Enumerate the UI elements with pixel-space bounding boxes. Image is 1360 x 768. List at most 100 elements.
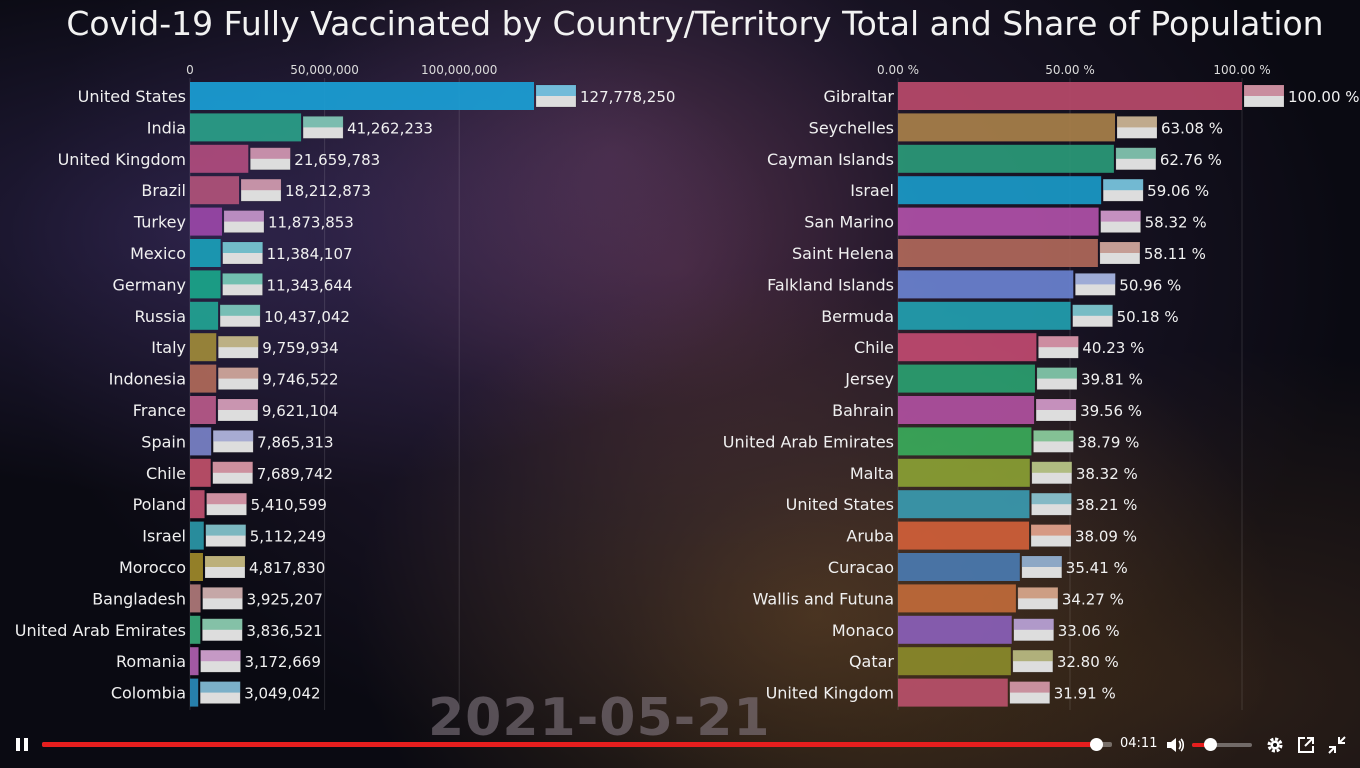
share-value-label: 62.76 % [1160, 151, 1222, 169]
share-value-label: 35.41 % [1066, 559, 1128, 577]
time-display: 04:11 [1120, 736, 1158, 751]
share-category-label: United Kingdom [766, 684, 894, 703]
total-category-label: Colombia [111, 684, 186, 703]
total-value-label: 9,621,104 [262, 402, 338, 420]
total-bar [190, 396, 216, 424]
share-bar [898, 239, 1098, 267]
progress-bar[interactable] [42, 738, 1112, 751]
volume-handle[interactable] [1204, 738, 1217, 751]
share-value-label: 38.09 % [1075, 528, 1137, 546]
pause-button[interactable] [14, 736, 32, 754]
share-flag-stripe [1036, 399, 1077, 410]
total-flag-stripe [222, 273, 263, 285]
total-value-label: 5,112,249 [250, 528, 326, 546]
total-bar [190, 678, 199, 707]
share-category-label: Cayman Islands [767, 150, 894, 169]
total-bar [190, 270, 221, 299]
total-category-label: United Arab Emirates [15, 621, 186, 640]
share-bar [898, 364, 1035, 393]
total-category-label: Chile [146, 464, 186, 483]
progress-fill [42, 742, 1096, 747]
total-flag-stripe [213, 430, 254, 442]
total-flag-stripe [206, 493, 247, 505]
share-value-label: 33.06 % [1058, 622, 1120, 640]
share-bar [898, 82, 1242, 110]
total-value-label: 4,817,830 [249, 559, 325, 577]
share-bar [898, 207, 1099, 236]
chart-title: Covid-19 Fully Vaccinated by Country/Ter… [66, 4, 1324, 43]
total-bar [190, 113, 302, 142]
share-value-label: 32.80 % [1057, 653, 1119, 671]
total-category-label: Russia [135, 307, 186, 326]
volume-fill [1192, 743, 1210, 747]
share-value-label: 58.11 % [1144, 245, 1206, 263]
total-bar [190, 364, 217, 393]
total-tick-label: 100,000,000 [421, 63, 497, 77]
total-bar [190, 207, 222, 236]
share-flag-stripe [1033, 430, 1074, 442]
total-bar [190, 82, 534, 110]
bar-charts: 0 50,000,000 100,000,000 United States 127,7… [15, 63, 1360, 710]
total-category-label: India [147, 118, 186, 137]
total-flag-stripe [220, 304, 261, 316]
total-value-label: 41,262,233 [347, 119, 433, 137]
share-category-label: Bermuda [821, 307, 894, 326]
share-flag-stripe [1031, 493, 1072, 505]
total-category-label: Mexico [130, 244, 186, 263]
share-bar [898, 333, 1037, 362]
share-category-label: Bahrain [832, 401, 894, 420]
total-flag-stripe [250, 147, 291, 159]
total-bar [190, 584, 201, 613]
progress-handle[interactable] [1089, 738, 1103, 751]
total-flag-stripe [212, 461, 253, 473]
popout-icon[interactable] [1296, 735, 1316, 755]
share-flag-stripe [1075, 273, 1116, 285]
total-value-label: 11,343,644 [267, 276, 353, 294]
share-flag-stripe [1115, 147, 1156, 159]
share-flag-stripe [1031, 524, 1072, 536]
total-category-label: Indonesia [109, 370, 186, 389]
volume-slider[interactable] [1192, 738, 1252, 751]
total-flag-stripe [200, 650, 241, 662]
share-flag-stripe [1021, 556, 1062, 567]
share-category-label: Jersey [844, 370, 894, 389]
total-flag-stripe [303, 116, 344, 128]
share-bar [898, 270, 1074, 299]
share-value-label: 59.06 % [1147, 182, 1209, 200]
total-value-label: 21,659,783 [294, 151, 380, 169]
share-flag-stripe [1099, 242, 1140, 253]
share-value-label: 39.56 % [1080, 402, 1142, 420]
total-category-label: Turkey [133, 213, 186, 232]
share-tick-label: 100.00 % [1213, 63, 1270, 77]
share-category-label: Monaco [832, 621, 894, 640]
share-flag-stripe [1009, 681, 1050, 693]
total-value-label: 3,172,669 [245, 653, 321, 671]
total-value-label: 18,212,873 [285, 182, 371, 200]
total-flag-stripe [217, 399, 258, 410]
gear-icon[interactable] [1265, 735, 1285, 755]
share-flag-stripe [1038, 336, 1079, 348]
total-category-label: Spain [141, 432, 186, 451]
share-bar [898, 144, 1114, 173]
share-bar [898, 521, 1030, 550]
total-flag-stripe [222, 242, 263, 253]
share-bar [898, 647, 1011, 676]
share-flag-stripe [1072, 304, 1113, 316]
total-bar [190, 239, 221, 267]
share-flag-stripe [1244, 85, 1284, 96]
total-category-label: Poland [133, 495, 186, 514]
total-value-label: 7,689,742 [257, 465, 333, 483]
total-flag-stripe [202, 587, 243, 599]
share-value-label: 50.96 % [1119, 276, 1181, 294]
total-flag-stripe [218, 336, 259, 348]
exit-fullscreen-icon[interactable] [1327, 735, 1347, 755]
total-flag-stripe [536, 85, 576, 96]
total-value-label: 11,873,853 [268, 214, 354, 232]
share-category-label: Wallis and Futuna [753, 589, 894, 608]
volume-icon[interactable] [1165, 735, 1185, 755]
total-bar [190, 490, 205, 519]
share-value-label: 31.91 % [1054, 685, 1116, 703]
share-value-label: 39.81 % [1081, 371, 1143, 389]
share-value-label: 63.08 % [1161, 119, 1223, 137]
share-category-label: United Arab Emirates [723, 432, 894, 451]
